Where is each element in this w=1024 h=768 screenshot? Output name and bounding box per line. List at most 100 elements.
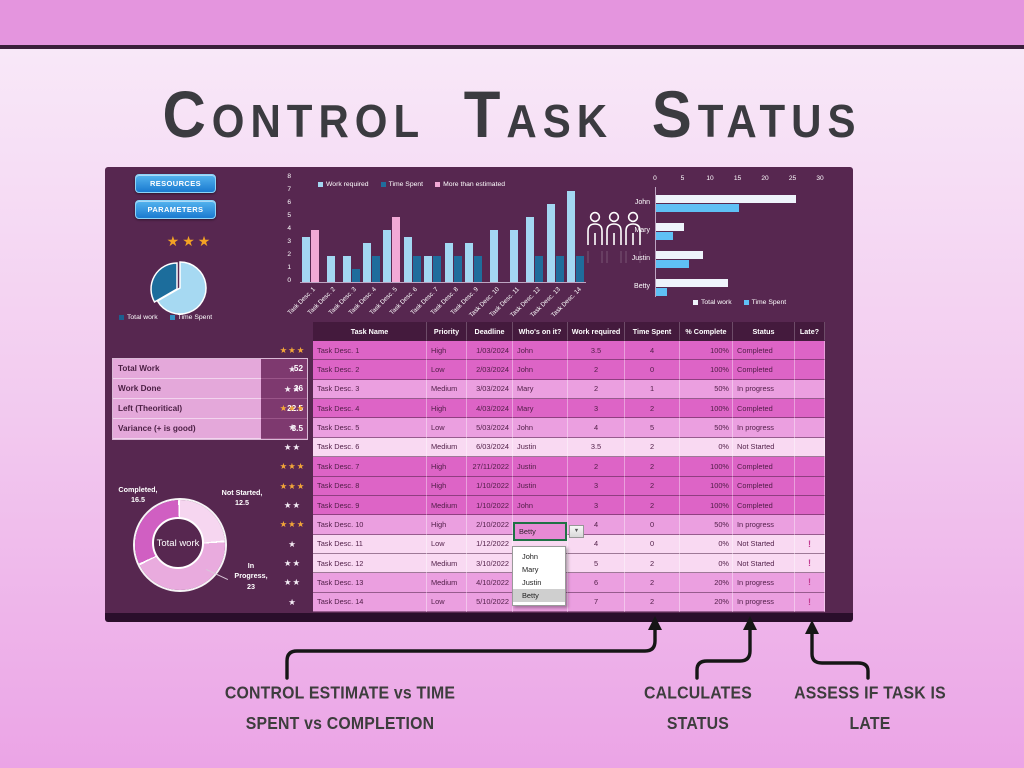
person-bar-axis-line <box>655 187 656 297</box>
y-axis-tick: 2 <box>287 251 291 258</box>
table-cell: 5/10/2022 <box>467 592 513 613</box>
table-cell: Mary <box>513 399 568 419</box>
table-cell: 2/10/2022 <box>467 515 513 535</box>
table-cell: 3.5 <box>568 437 625 458</box>
table-cell: 2 <box>625 592 680 613</box>
legend-swatch <box>435 182 441 187</box>
legend-item: Total work <box>693 299 732 306</box>
table-cell: 0 <box>625 360 680 380</box>
dropdown-arrow-button[interactable]: ▼ <box>569 525 584 538</box>
dashboard-panel: RESOURCES PARAMETERS ★★★ Total work Time … <box>105 167 853 622</box>
legend-swatch <box>743 300 749 305</box>
table-cell: Completed <box>733 341 795 361</box>
time-spent-bar <box>535 256 544 282</box>
bar-group <box>443 178 463 282</box>
dropdown-option[interactable]: Justin <box>522 578 542 587</box>
assignee-dropdown-list: John Mary Justin Betty <box>512 546 566 606</box>
legend-swatch <box>693 300 698 305</box>
assignee-dropdown-cell[interactable]: Betty <box>513 522 567 541</box>
row-priority-stars: ★★★ <box>279 403 306 414</box>
legend-item: Time Spent <box>380 181 423 188</box>
priority-star-column: ★★★ ★ ★★ ★★★ ★ ★★ ★★★ ★★★ ★★ ★★★ ★ ★★ ★★ ★ <box>275 341 310 612</box>
table-row[interactable]: Task Desc. 5 Low 5/03/2024 John 4 5 50% In prog… <box>313 418 825 438</box>
x-axis-tick: 25 <box>788 175 797 182</box>
table-cell: Justin <box>513 476 568 496</box>
table-cell: 1/10/2022 <box>467 495 513 516</box>
table-cell: 0% <box>680 437 733 458</box>
work-required-bar <box>383 230 392 282</box>
time-spent-bar <box>371 256 380 282</box>
row-priority-stars: ★★ <box>283 577 302 588</box>
table-cell: Task Desc. 7 <box>313 457 427 477</box>
donut-label-not-started: Not Started, 12.5 <box>221 488 263 508</box>
table-row[interactable]: Task Desc. 6 Medium 6/03/2024 Justin 3.5 2 0% N… <box>313 437 825 458</box>
table-cell: Low <box>427 418 467 438</box>
table-cell: Task Desc. 1 <box>313 341 427 361</box>
dropdown-option[interactable]: Betty <box>513 589 565 602</box>
table-row[interactable]: Task Desc. 10 High 2/10/2022 4 0 50% In progre… <box>313 515 825 535</box>
person-label: Justin <box>631 255 650 262</box>
table-cell: 6/03/2024 <box>467 437 513 458</box>
time-spent-bar <box>453 256 462 282</box>
table-cell: 2 <box>625 476 680 496</box>
table-cell: Low <box>427 592 467 613</box>
total-work-bar <box>656 279 728 287</box>
table-row[interactable]: Task Desc. 4 High 4/03/2024 Mary 3 2 100% Compl… <box>313 399 825 419</box>
bar-group <box>300 178 320 282</box>
table-cell <box>795 457 825 477</box>
table-cell: 20% <box>680 592 733 613</box>
row-priority-stars: ★ <box>288 538 297 549</box>
table-row[interactable]: Task Desc. 9 Medium 1/10/2022 John 3 2 100% Com… <box>313 495 825 516</box>
table-cell: 50% <box>680 418 733 438</box>
dropdown-option[interactable]: Mary <box>522 565 539 574</box>
bar-group <box>320 178 340 282</box>
resources-button[interactable]: RESOURCES <box>135 174 216 193</box>
table-row[interactable]: Task Desc. 12 Medium 3/10/2022 5 2 0% Not Star… <box>313 553 825 574</box>
table-cell: 4/03/2024 <box>467 399 513 419</box>
table-cell: In progress <box>733 379 795 400</box>
table-cell: 4 <box>568 418 625 438</box>
table-cell: 20% <box>680 573 733 593</box>
x-axis-tick: 0 <box>653 175 657 182</box>
bar-group <box>341 178 361 282</box>
table-row[interactable]: Task Desc. 13 Medium 4/10/2022 6 2 20% In prog… <box>313 573 825 593</box>
work-required-bar <box>403 236 412 282</box>
table-cell: Task Desc. 5 <box>313 418 427 438</box>
stats-row: Left (Theoritical) 22.5 <box>113 399 307 419</box>
table-cell: 3.5 <box>568 341 625 361</box>
bar-group <box>402 178 422 282</box>
table-cell: Low <box>427 360 467 380</box>
donut-label-completed: Completed, 16.5 <box>118 485 158 505</box>
person-label: John <box>634 199 650 206</box>
work-required-bar <box>444 243 453 282</box>
parameters-button[interactable]: PARAMETERS <box>135 200 216 219</box>
table-row[interactable]: Task Desc. 3 Medium 3/03/2024 Mary 2 1 50% In p… <box>313 379 825 400</box>
row-priority-stars: ★ <box>288 364 297 375</box>
table-cell: 4/10/2022 <box>467 573 513 593</box>
table-cell <box>795 515 825 535</box>
table-row[interactable]: Task Desc. 7 High 27/11/2022 Justin 2 2 100% Co… <box>313 457 825 477</box>
annotation-calculates-status: CALCULATES STATUS <box>643 683 753 734</box>
table-cell: Completed <box>733 495 795 516</box>
table-row[interactable]: Task Desc. 2 Low 2/03/2024 John 2 0 100% Comple… <box>313 360 825 380</box>
table-cell: 2 <box>625 495 680 516</box>
table-cell: 100% <box>680 360 733 380</box>
total-work-donut-chart: Total work <box>135 500 225 590</box>
table-row[interactable]: Task Desc. 8 High 1/10/2022 Justin 3 2 100% Com… <box>313 476 825 496</box>
table-cell: Task Desc. 14 <box>313 592 427 613</box>
table-cell: Not Started <box>733 437 795 458</box>
y-axis-tick: 6 <box>287 199 291 206</box>
table-cell: Justin <box>513 457 568 477</box>
table-cell: ! <box>795 592 825 613</box>
table-row[interactable]: Task Desc. 1 High 1/03/2024 John 3.5 4 100% Com… <box>313 341 825 361</box>
table-cell: 2 <box>568 379 625 400</box>
dropdown-option[interactable]: John <box>522 552 539 561</box>
table-cell: Medium <box>427 553 467 574</box>
y-axis-tick: 4 <box>287 225 291 232</box>
row-priority-stars: ★★★ <box>279 519 306 530</box>
table-cell: Medium <box>427 573 467 593</box>
column-header: Priority <box>427 322 467 341</box>
y-axis-tick: 1 <box>287 264 291 271</box>
table-cell: 100% <box>680 457 733 477</box>
